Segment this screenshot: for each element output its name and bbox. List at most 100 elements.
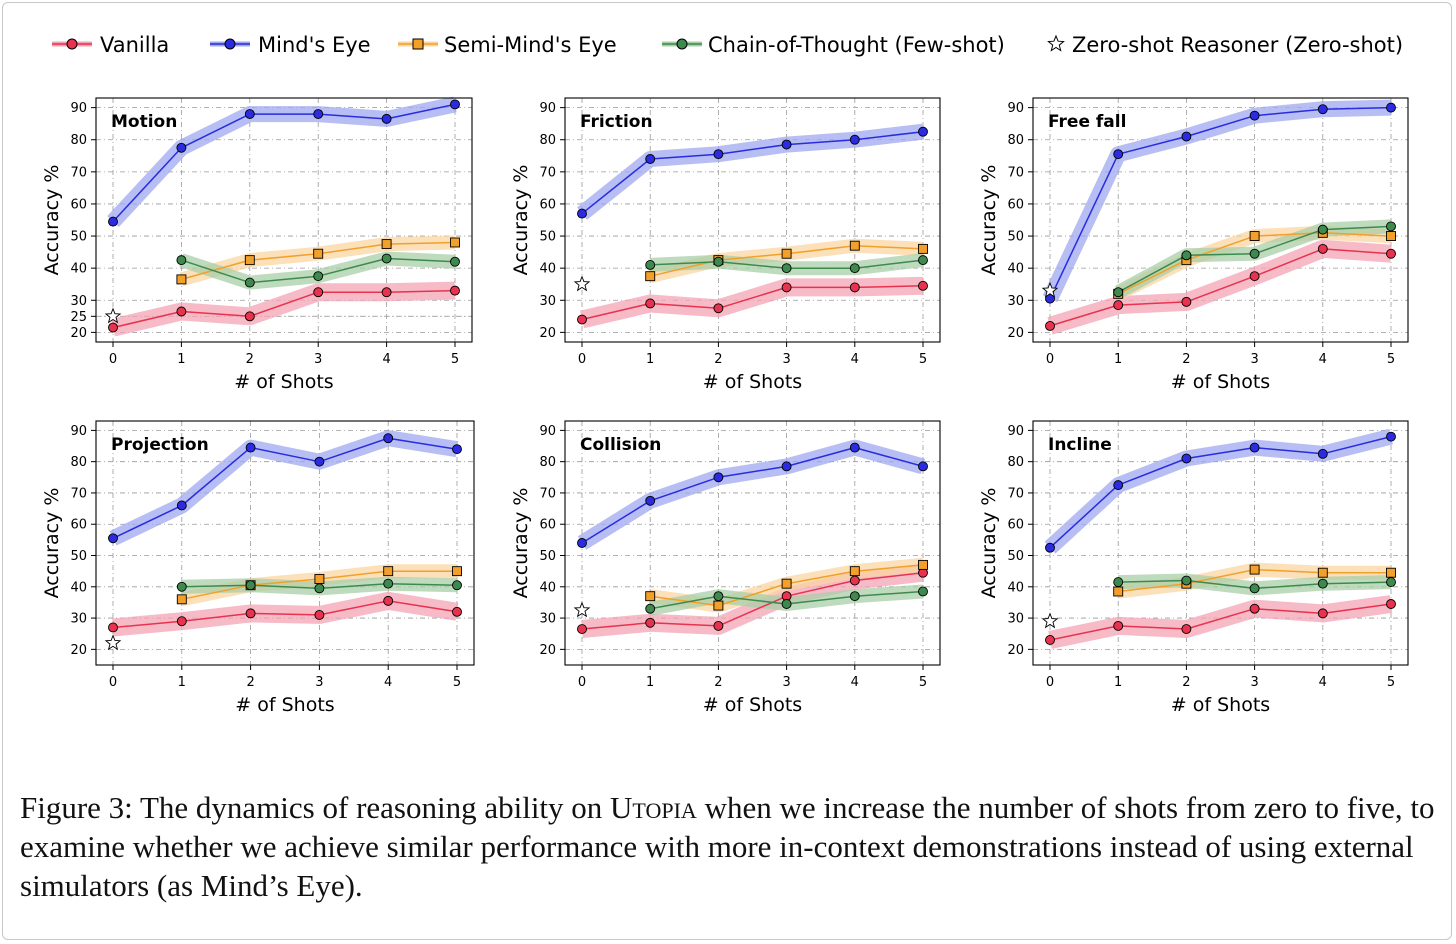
y-tick-label: 50 [539, 230, 556, 245]
y-tick-label: 60 [70, 518, 87, 533]
data-point-cot [1113, 287, 1124, 298]
data-point-semi-minds-eye [1386, 567, 1396, 578]
data-point-cot [1249, 248, 1260, 259]
data-point-vanilla [245, 608, 256, 619]
subplot-incline: 20 30 40 50 60 70 80 90 0 1 2 3 4 5 Incline # of Shots A… [978, 420, 1409, 716]
data-point-minds-eye [245, 442, 256, 453]
x-tick-label: 3 [314, 352, 322, 367]
data-point-vanilla [1249, 603, 1260, 614]
subplot-title: Projection [111, 435, 209, 455]
x-tick-label: 0 [1046, 352, 1054, 367]
data-point-vanilla [1045, 635, 1055, 645]
subplot-projection: 20 30 40 50 60 70 80 90 0 1 2 3 4 5 Projection # of Sho… [41, 420, 475, 716]
data-point-cot [452, 580, 462, 591]
x-tick-label: 4 [384, 675, 392, 690]
y-tick-label: 40 [70, 262, 87, 277]
data-point-minds-eye [713, 472, 724, 483]
y-tick-label: 70 [539, 165, 556, 180]
zero-shot-star-icon [104, 634, 122, 651]
data-point-vanilla [1249, 271, 1260, 282]
data-point-vanilla [1113, 620, 1124, 631]
series-line-vanilla [581, 571, 924, 630]
y-tick-label: 80 [70, 455, 87, 470]
data-point-cot [450, 256, 460, 267]
y-tick-label: 30 [539, 612, 556, 627]
y-tick-label: 90 [1007, 101, 1024, 116]
data-point-minds-eye [645, 495, 656, 506]
subplot-title: Collision [580, 435, 661, 455]
zero-shot-star-icon [573, 601, 591, 618]
data-point-vanilla [313, 287, 324, 298]
series-line-vanilla [1049, 248, 1392, 327]
legend-entry-zero-shot: Zero-shot Reasoner (Zero-shot) [1047, 33, 1403, 57]
data-point-minds-eye [1113, 480, 1124, 491]
data-point-minds-eye [244, 109, 255, 120]
data-point-cot [1317, 578, 1328, 589]
x-tick-label: 2 [714, 675, 722, 690]
data-point-cot [176, 255, 187, 266]
data-point-cot [713, 591, 724, 602]
y-tick-label: 50 [1007, 549, 1024, 564]
data-point-minds-eye [1181, 453, 1192, 464]
x-axis-label: # of Shots [1171, 371, 1270, 393]
y-tick-label: 90 [70, 424, 87, 439]
x-tick-label: 3 [315, 675, 323, 690]
series-line-minds-eye [1049, 435, 1392, 549]
x-axis-label: # of Shots [1171, 694, 1270, 716]
data-point-minds-eye [383, 433, 394, 444]
x-tick-label: 2 [246, 675, 254, 690]
y-tick-label: 40 [1007, 262, 1024, 277]
x-tick-label: 1 [646, 352, 654, 367]
x-axis-label: # of Shots [235, 694, 334, 716]
y-axis-label: Accuracy % [510, 165, 532, 276]
legend-label-vanilla: Vanilla [100, 33, 169, 57]
data-point-minds-eye [781, 461, 792, 472]
x-tick-label: 1 [1114, 675, 1122, 690]
data-point-cot [849, 263, 860, 274]
x-tick-label: 5 [451, 352, 459, 367]
data-point-minds-eye [1386, 102, 1396, 113]
y-tick-label: 90 [539, 101, 556, 116]
x-tick-label: 4 [1319, 675, 1327, 690]
data-point-cot [781, 263, 792, 274]
data-point-minds-eye [918, 461, 928, 472]
y-tick-label: 70 [70, 486, 87, 501]
data-point-semi-minds-eye [314, 574, 325, 584]
y-tick-label: 20 [1007, 643, 1024, 658]
data-point-minds-eye [176, 500, 187, 511]
legend-entry-minds-eye: Mind's Eye [210, 33, 371, 57]
data-point-vanilla [1317, 608, 1328, 619]
legend-marker-cot [676, 38, 688, 50]
x-tick-label: 1 [177, 352, 185, 367]
y-tick-label: 25 [70, 310, 87, 325]
data-point-minds-eye [849, 442, 860, 453]
data-point-cot [1249, 583, 1260, 594]
y-tick-label: 30 [539, 294, 556, 309]
x-tick-label: 2 [714, 352, 722, 367]
data-point-semi-minds-eye [781, 578, 792, 589]
data-point-vanilla [849, 575, 860, 586]
y-tick-label: 20 [70, 643, 87, 658]
data-point-vanilla [450, 285, 460, 296]
x-tick-label: 1 [1114, 352, 1122, 367]
data-point-cot [1181, 250, 1192, 261]
data-point-cot [314, 583, 325, 594]
data-point-minds-eye [577, 538, 587, 548]
data-point-semi-minds-eye [1317, 567, 1328, 578]
series-line-minds-eye [112, 103, 456, 223]
y-tick-label: 30 [1007, 612, 1024, 627]
x-tick-label: 0 [109, 675, 117, 690]
x-tick-label: 1 [178, 675, 186, 690]
y-tick-label: 60 [1007, 518, 1024, 533]
data-point-cot [918, 255, 928, 266]
series-line-minds-eye [581, 446, 924, 544]
data-point-cot [645, 603, 656, 614]
data-point-vanilla [244, 311, 255, 322]
y-tick-label: 70 [1007, 486, 1024, 501]
legend-label-minds-eye: Mind's Eye [258, 33, 371, 57]
data-point-minds-eye [176, 142, 187, 153]
y-tick-label: 20 [70, 326, 87, 341]
y-tick-label: 20 [1007, 326, 1024, 341]
y-tick-label: 60 [539, 518, 556, 533]
